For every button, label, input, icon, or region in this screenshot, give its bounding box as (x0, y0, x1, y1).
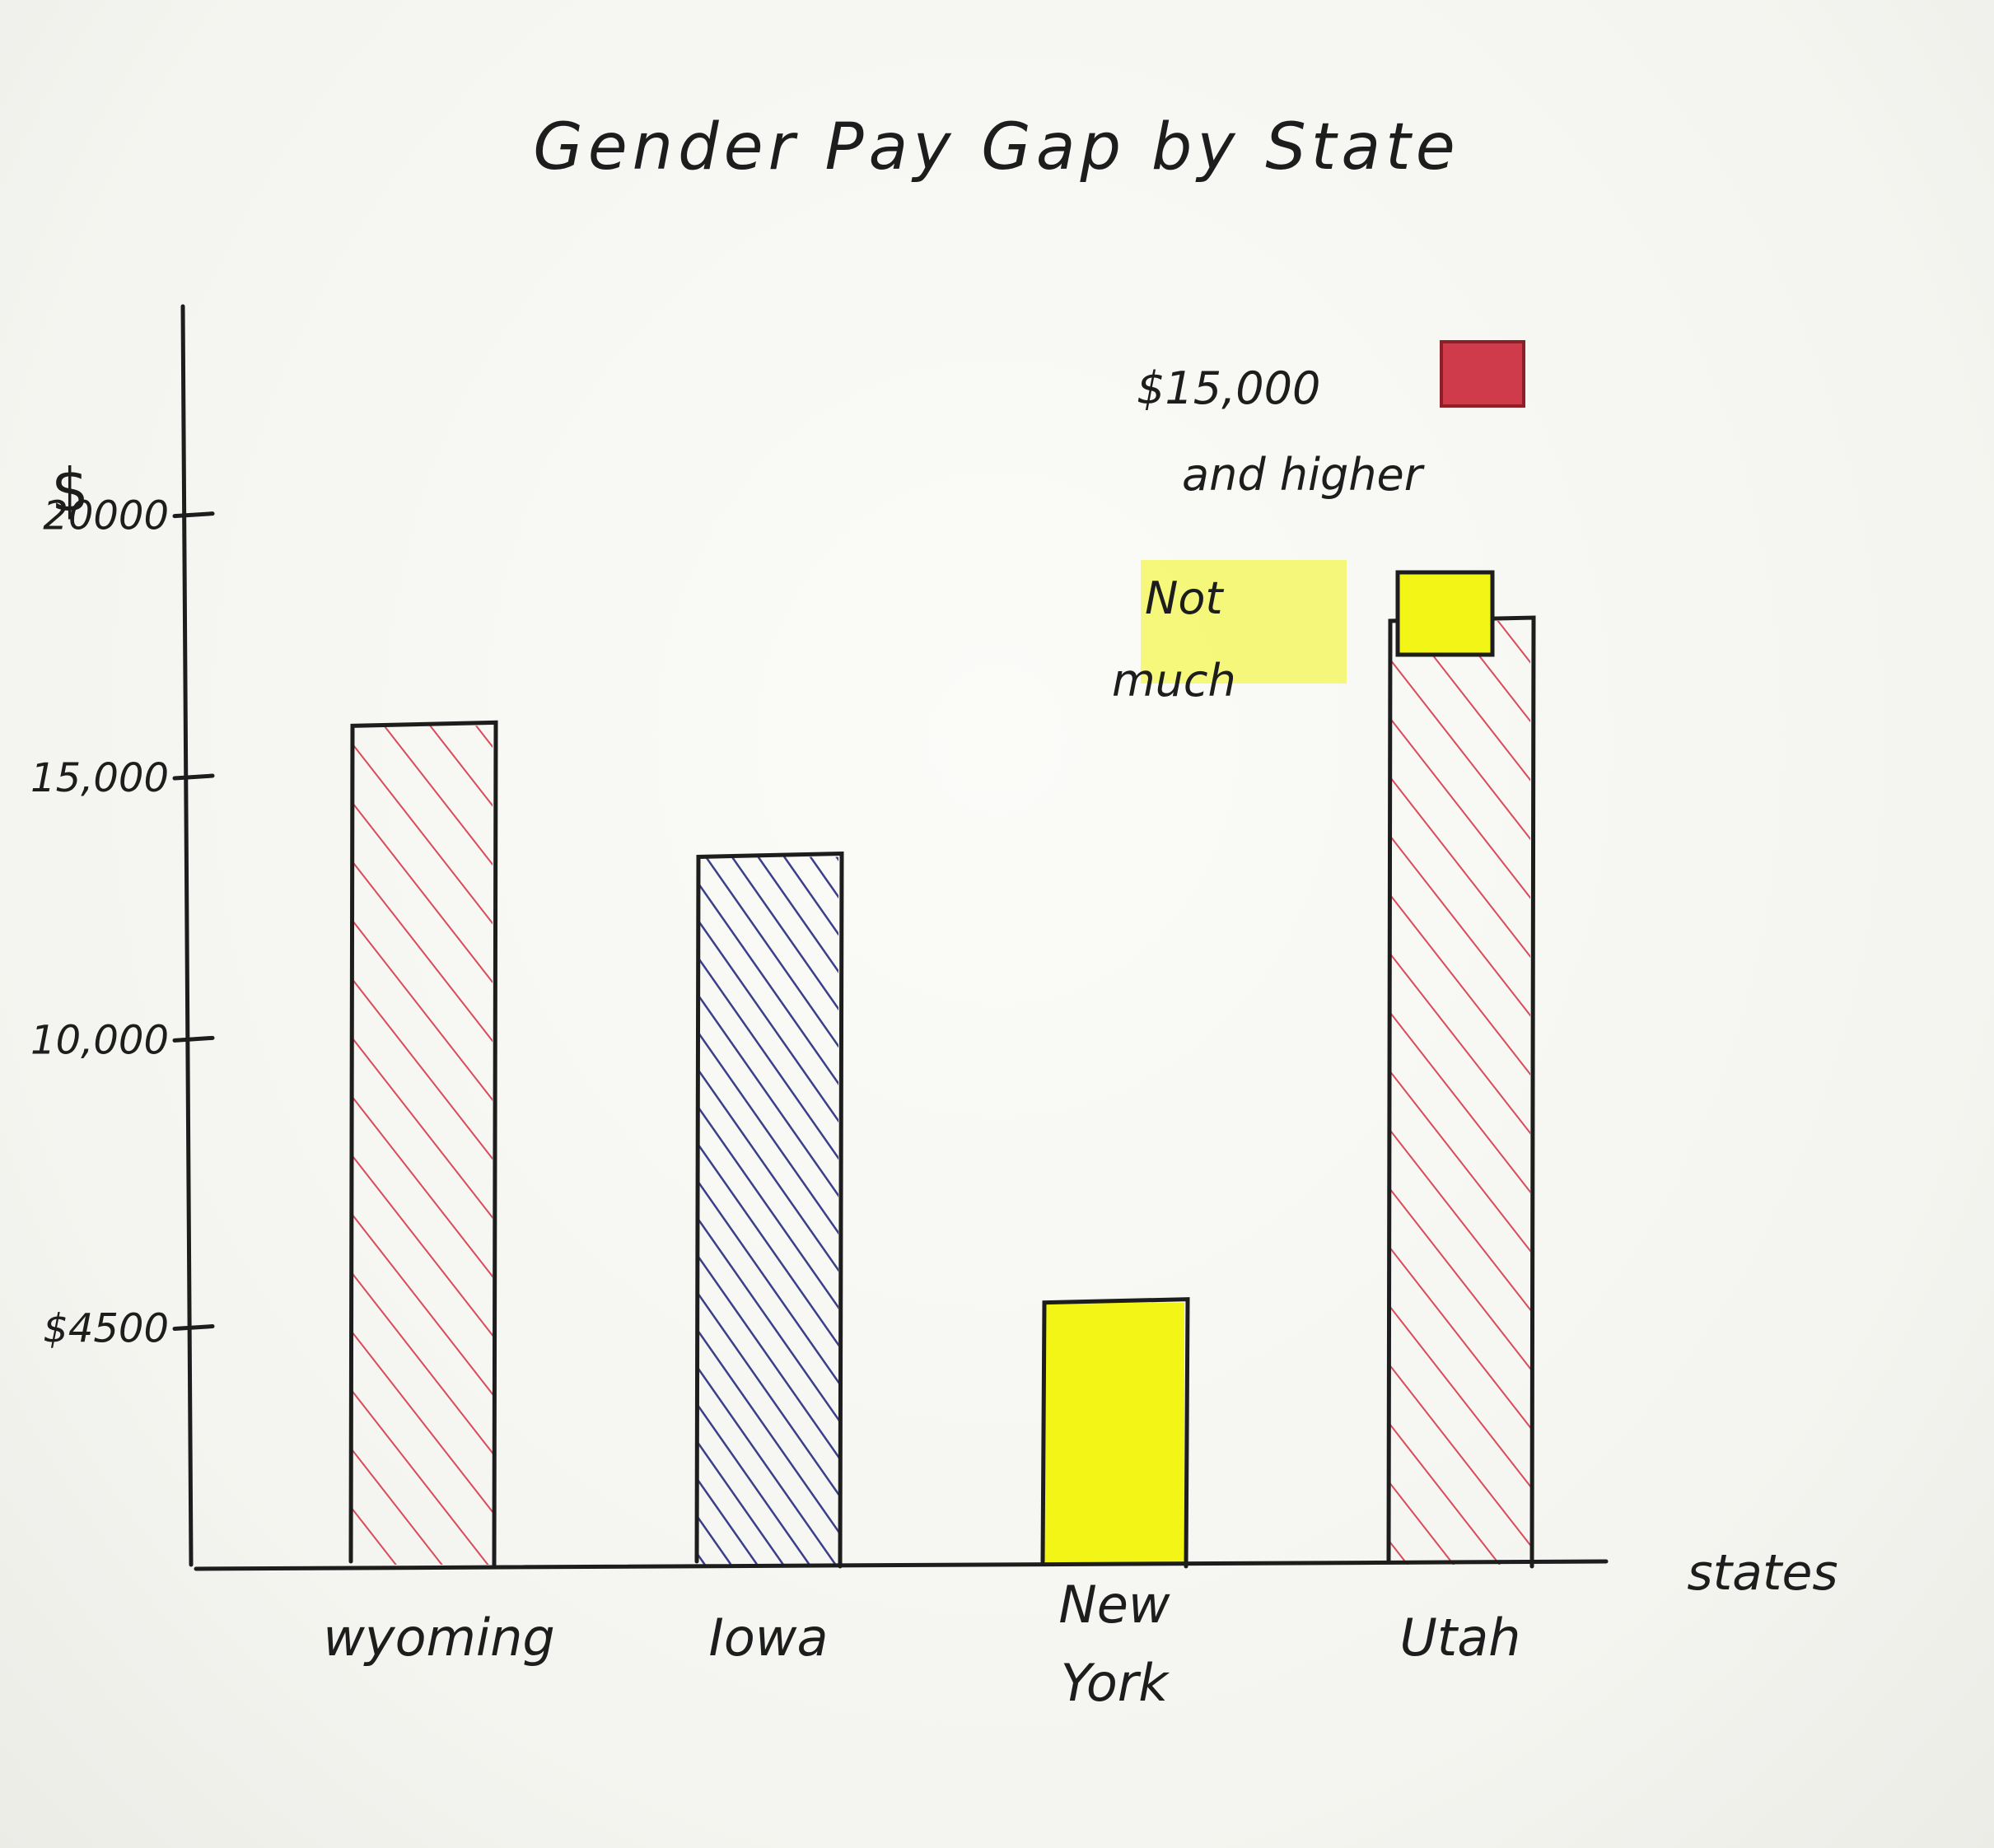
y-tick-label-2: 15,000 (30, 755, 169, 801)
legend-swatch-high (1440, 340, 1525, 408)
legend: $15,000 and higher Not much (1112, 340, 1525, 707)
y-tick-label-0: $4500 (43, 1306, 169, 1352)
y-axis-label: $ (51, 455, 89, 525)
x-tick-label-2-line-1: York (1061, 1653, 1170, 1713)
x-tick-label-3: Utah (1400, 1608, 1521, 1668)
chart-title: Gender Pay Gap by State (533, 110, 1460, 184)
x-tick-label-2-line-0: New (1058, 1575, 1170, 1635)
y-tick-mark-1 (172, 1035, 215, 1043)
y-tick-mark-3 (172, 511, 215, 519)
y-tick-label-1: 10,000 (30, 1017, 169, 1063)
y-tick-mark-0 (172, 1324, 215, 1331)
legend-label-low-line-1: much (1112, 655, 1236, 707)
y-tick-label-3: 20000 (43, 493, 169, 539)
bar-outline-new-york (1040, 1297, 1190, 1569)
x-axis-label: states (1687, 1544, 1838, 1602)
bar-iowa (698, 856, 838, 1565)
legend-label-high-line-0: $15,000 (1137, 362, 1320, 414)
bar-outline-wyoming (348, 720, 498, 1569)
legend-highlight-low (1141, 560, 1347, 684)
x-tick-labels: wyoming Iowa New York Utah (323, 1575, 1520, 1713)
y-axis-line (180, 304, 194, 1567)
bars-layer (348, 615, 1536, 1569)
x-tick-label-0: wyoming (323, 1608, 555, 1668)
y-ticks: $4500 10,000 15,000 20000 (30, 493, 215, 1352)
legend-swatch-low (1395, 570, 1495, 657)
x-tick-label-1: Iowa (709, 1608, 829, 1668)
bar-new-york (1044, 1302, 1184, 1565)
legend-label-low-line-0: Not (1145, 572, 1224, 624)
bar-outline-iowa (694, 851, 844, 1569)
legend-label-high-line-1: and higher (1182, 449, 1425, 501)
bar-wyoming (353, 726, 493, 1565)
bar-utah (1390, 621, 1530, 1565)
x-axis-line (194, 1559, 1609, 1571)
y-tick-mark-2 (172, 773, 215, 781)
